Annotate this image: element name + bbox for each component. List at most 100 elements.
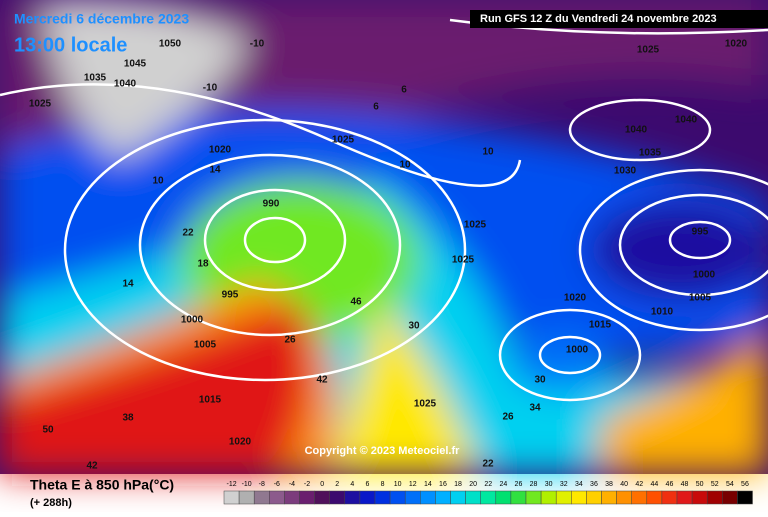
legend-tick-label: 48	[681, 481, 689, 488]
run-box	[470, 10, 768, 28]
legend-tick-label: 36	[590, 481, 598, 488]
map-label: 1035	[639, 148, 662, 159]
map-label: 1050	[159, 39, 182, 50]
legend-tick-label: 24	[499, 481, 507, 488]
map-label: 1035	[84, 73, 107, 84]
map-label: 1000	[566, 345, 589, 356]
legend-swatch	[404, 490, 421, 505]
map-label: 1030	[614, 166, 637, 177]
legend-tick-label: -6	[274, 481, 280, 488]
legend-tick-label: 18	[454, 481, 462, 488]
legend-tick-label: 50	[696, 481, 704, 488]
map-background	[0, 0, 768, 474]
legend-swatch	[616, 490, 632, 505]
map-label: 14	[209, 165, 221, 176]
legend-tick-label: 22	[484, 481, 492, 488]
legend-tick-label: 44	[650, 481, 658, 488]
legend-tick-label: 54	[726, 481, 734, 488]
legend-swatch	[706, 490, 723, 505]
map-label: 10	[399, 160, 411, 171]
legend-swatch	[344, 490, 361, 505]
legend-swatch	[586, 490, 602, 505]
legend-swatch	[661, 490, 678, 505]
map-label: 1010	[651, 307, 674, 318]
map-label: 42	[86, 461, 98, 472]
legend-swatch	[389, 490, 406, 505]
legend-swatch	[238, 490, 255, 505]
map-label: 1020	[209, 145, 232, 156]
map-label: 990	[263, 199, 280, 210]
map-label: 1015	[589, 320, 612, 331]
legend-tick-label: -12	[226, 481, 236, 488]
legend-swatch	[284, 490, 300, 505]
legend-swatch	[676, 490, 693, 505]
time-title: 13:00 locale	[14, 34, 127, 56]
map-label: 995	[222, 290, 239, 301]
map-label: 30	[408, 321, 420, 332]
legend-tick-label: -2	[304, 481, 310, 488]
map-label: 42	[316, 375, 328, 386]
legend-tick-label: 2	[335, 481, 339, 488]
map-label: 1025	[332, 135, 355, 146]
date-title: Mercredi 6 décembre 2023	[14, 11, 189, 27]
map-label: 10	[152, 176, 164, 187]
lead-time: (+ 288h)	[30, 497, 72, 509]
legend-tick-label: -8	[259, 481, 265, 488]
legend-swatch	[601, 490, 617, 505]
legend-swatch	[646, 490, 663, 505]
map-label: 30	[534, 375, 546, 386]
legend-swatch	[314, 490, 330, 505]
map-label: 50	[42, 425, 54, 436]
legend-tick-label: 12	[409, 481, 417, 488]
legend-swatch	[480, 490, 497, 505]
map-label: 38	[122, 413, 134, 424]
legend-swatch	[540, 490, 557, 505]
legend-swatch	[465, 490, 481, 505]
map-label: 1025	[637, 45, 660, 56]
map-label: 6	[373, 102, 379, 113]
map-label: 1025	[414, 399, 437, 410]
legend-tick-label: 10	[394, 481, 402, 488]
map-label: -10	[203, 83, 218, 94]
legend-tick-label: 34	[575, 481, 583, 488]
legend-swatch	[571, 490, 587, 505]
map-label: 1005	[194, 340, 217, 351]
legend-tick-label: -10	[242, 481, 252, 488]
legend-swatch	[555, 490, 572, 505]
legend-swatch	[359, 490, 376, 505]
map-label: 1000	[693, 270, 716, 281]
map-label: 1005	[689, 293, 712, 304]
legend-tick-label: 46	[666, 481, 674, 488]
copyright: Copyright © 2023 Meteociel.fr	[305, 445, 461, 457]
legend-tick-label: 56	[741, 481, 749, 488]
legend-swatch	[722, 490, 738, 505]
map-label: 22	[482, 459, 494, 470]
legend-tick-label: 20	[469, 481, 477, 488]
map-label: 1015	[199, 395, 222, 406]
run-info: Run GFS 12 Z du Vendredi 24 novembre 202…	[480, 13, 717, 25]
legend-tick-label: 4	[350, 481, 354, 488]
legend-tick-label: 14	[424, 481, 432, 488]
map-label: 1040	[675, 115, 698, 126]
map-label: 1040	[625, 125, 648, 136]
legend-swatch	[420, 490, 436, 505]
legend-swatch	[329, 490, 346, 505]
map-label: 1020	[229, 437, 252, 448]
legend-tick-label: 26	[515, 481, 523, 488]
map-label: 10	[482, 147, 494, 158]
legend-swatch	[691, 490, 708, 505]
map-label: 1020	[564, 293, 587, 304]
legend-tick-label: 28	[530, 481, 538, 488]
map-label: 14	[122, 279, 134, 290]
map-label: 46	[350, 297, 362, 308]
map-label: 6	[401, 85, 407, 96]
legend-tick-label: 42	[635, 481, 643, 488]
map-label: 1040	[114, 79, 137, 90]
legend-swatch	[223, 490, 240, 505]
legend-tick-label: 32	[560, 481, 568, 488]
legend-tick-label: 40	[620, 481, 628, 488]
legend-tick-label: 8	[381, 481, 385, 488]
map-label: 1025	[452, 255, 475, 266]
legend-swatch	[269, 490, 285, 505]
